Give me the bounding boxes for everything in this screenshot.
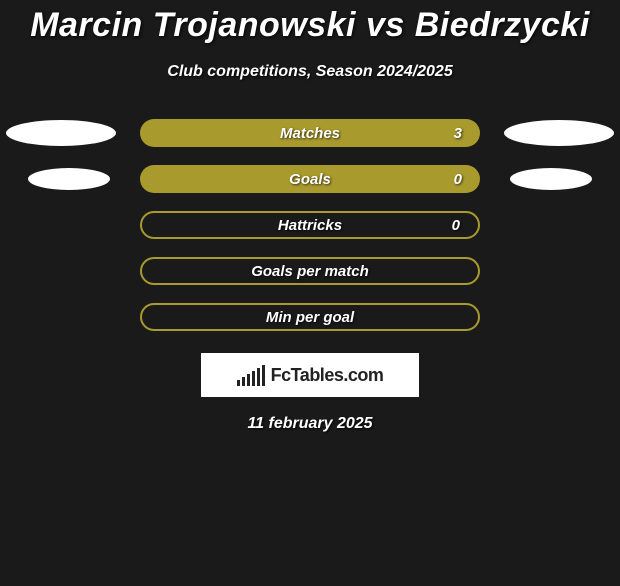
- page-title: Marcin Trojanowski vs Biedrzycki: [0, 6, 620, 45]
- date-label: 11 february 2025: [0, 415, 620, 433]
- stat-bar: Goals per match: [140, 257, 480, 285]
- stat-bar: Hattricks 0: [140, 211, 480, 239]
- logo-bar-segment: [252, 371, 255, 386]
- stat-label: Goals: [289, 171, 331, 188]
- logo-text: FcTables.com: [271, 365, 384, 386]
- stat-row: Min per goal: [0, 303, 620, 331]
- stat-value: 0: [454, 171, 462, 188]
- stat-label: Goals per match: [251, 263, 369, 280]
- stat-value: 3: [454, 125, 462, 142]
- bar-chart-icon: [237, 365, 265, 386]
- player-right-indicator: [504, 120, 614, 146]
- player-left-indicator: [6, 120, 116, 146]
- stat-row: Matches 3: [0, 119, 620, 147]
- stat-row: Goals 0: [0, 165, 620, 193]
- player-right-indicator: [510, 168, 592, 190]
- stat-row: Hattricks 0: [0, 211, 620, 239]
- stat-label: Min per goal: [266, 309, 354, 326]
- stat-bar: Matches 3: [140, 119, 480, 147]
- stat-label: Matches: [280, 125, 340, 142]
- stat-value: 0: [452, 217, 460, 234]
- stat-bar: Min per goal: [140, 303, 480, 331]
- subtitle: Club competitions, Season 2024/2025: [0, 63, 620, 81]
- stats-area: Matches 3 Goals 0 Hattricks 0 Goals per match M…: [0, 119, 620, 331]
- logo-bar-segment: [237, 380, 240, 386]
- stat-label: Hattricks: [278, 217, 342, 234]
- stat-bar: Goals 0: [140, 165, 480, 193]
- fctables-logo[interactable]: FcTables.com: [201, 353, 419, 397]
- stat-row: Goals per match: [0, 257, 620, 285]
- logo-bar-segment: [262, 365, 265, 386]
- logo-bar-segment: [247, 374, 250, 386]
- logo-bar-segment: [242, 377, 245, 386]
- player-left-indicator: [28, 168, 110, 190]
- logo-bar-segment: [257, 368, 260, 386]
